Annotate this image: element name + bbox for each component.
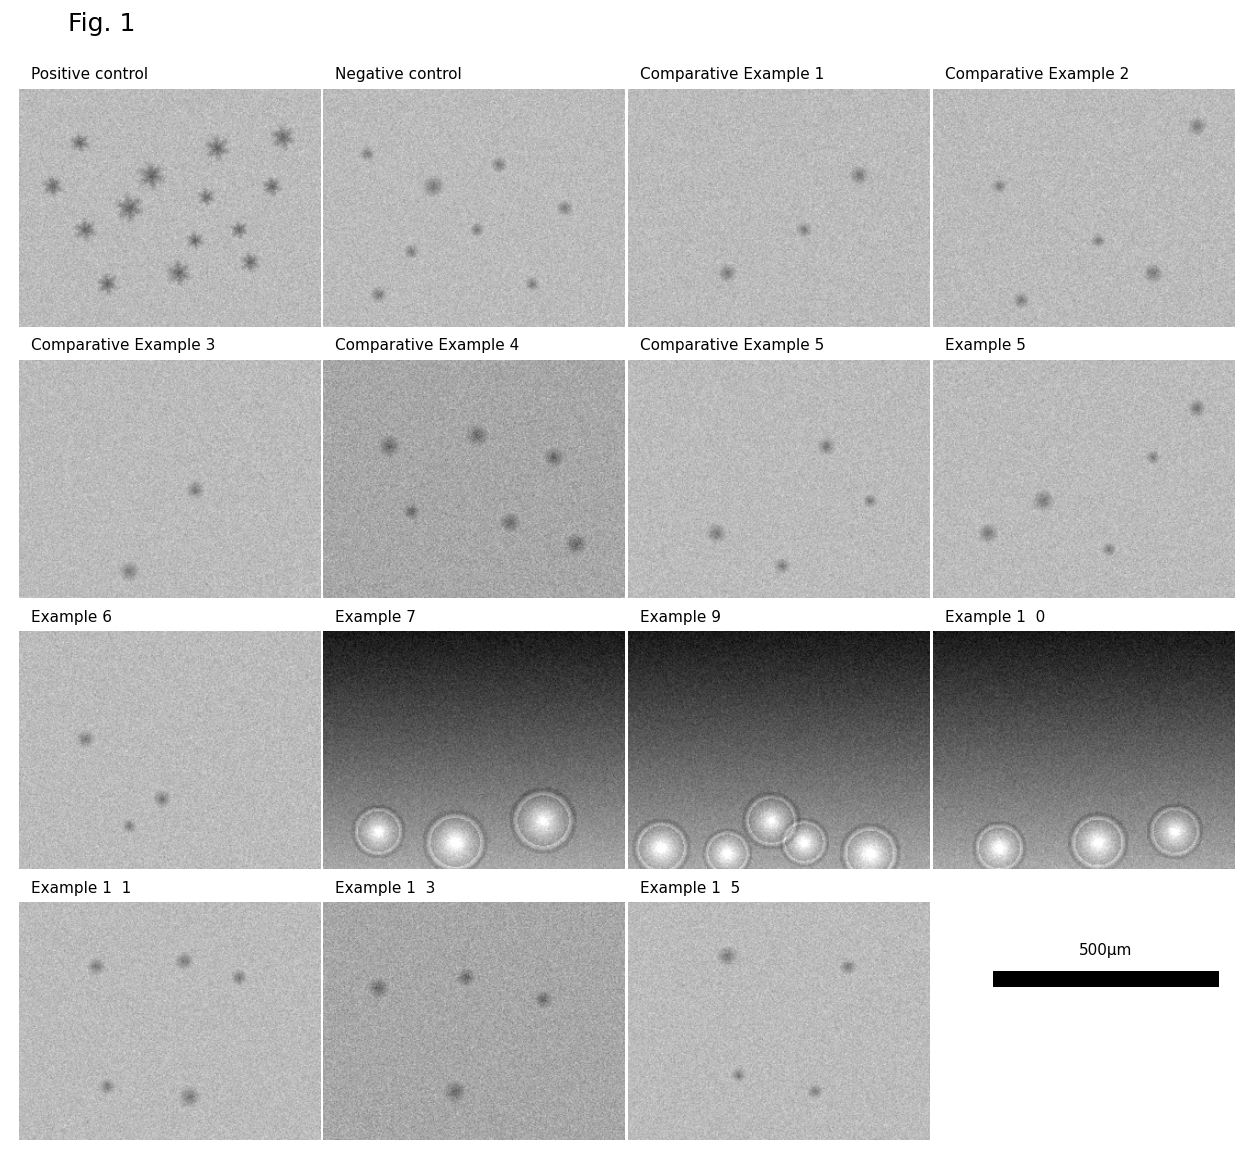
Text: Example 5: Example 5 [945,339,1025,354]
Text: Positive control: Positive control [31,67,148,82]
Text: Example 1  5: Example 1 5 [640,881,740,896]
FancyBboxPatch shape [993,971,1219,987]
Text: Fig. 1: Fig. 1 [68,12,135,36]
Text: Comparative Example 1: Comparative Example 1 [640,67,825,82]
Text: Comparative Example 5: Comparative Example 5 [640,339,825,354]
Text: Example 6: Example 6 [31,609,112,624]
Text: Negative control: Negative control [335,67,463,82]
Text: 500μm: 500μm [1079,942,1132,957]
Text: Comparative Example 4: Comparative Example 4 [335,339,520,354]
Text: Comparative Example 3: Comparative Example 3 [31,339,215,354]
Text: Example 1  3: Example 1 3 [335,881,435,896]
Text: Comparative Example 2: Comparative Example 2 [945,67,1130,82]
Text: Example 1  1: Example 1 1 [31,881,131,896]
Text: Example 9: Example 9 [640,609,722,624]
Text: Example 7: Example 7 [335,609,417,624]
Text: Example 1  0: Example 1 0 [945,609,1045,624]
